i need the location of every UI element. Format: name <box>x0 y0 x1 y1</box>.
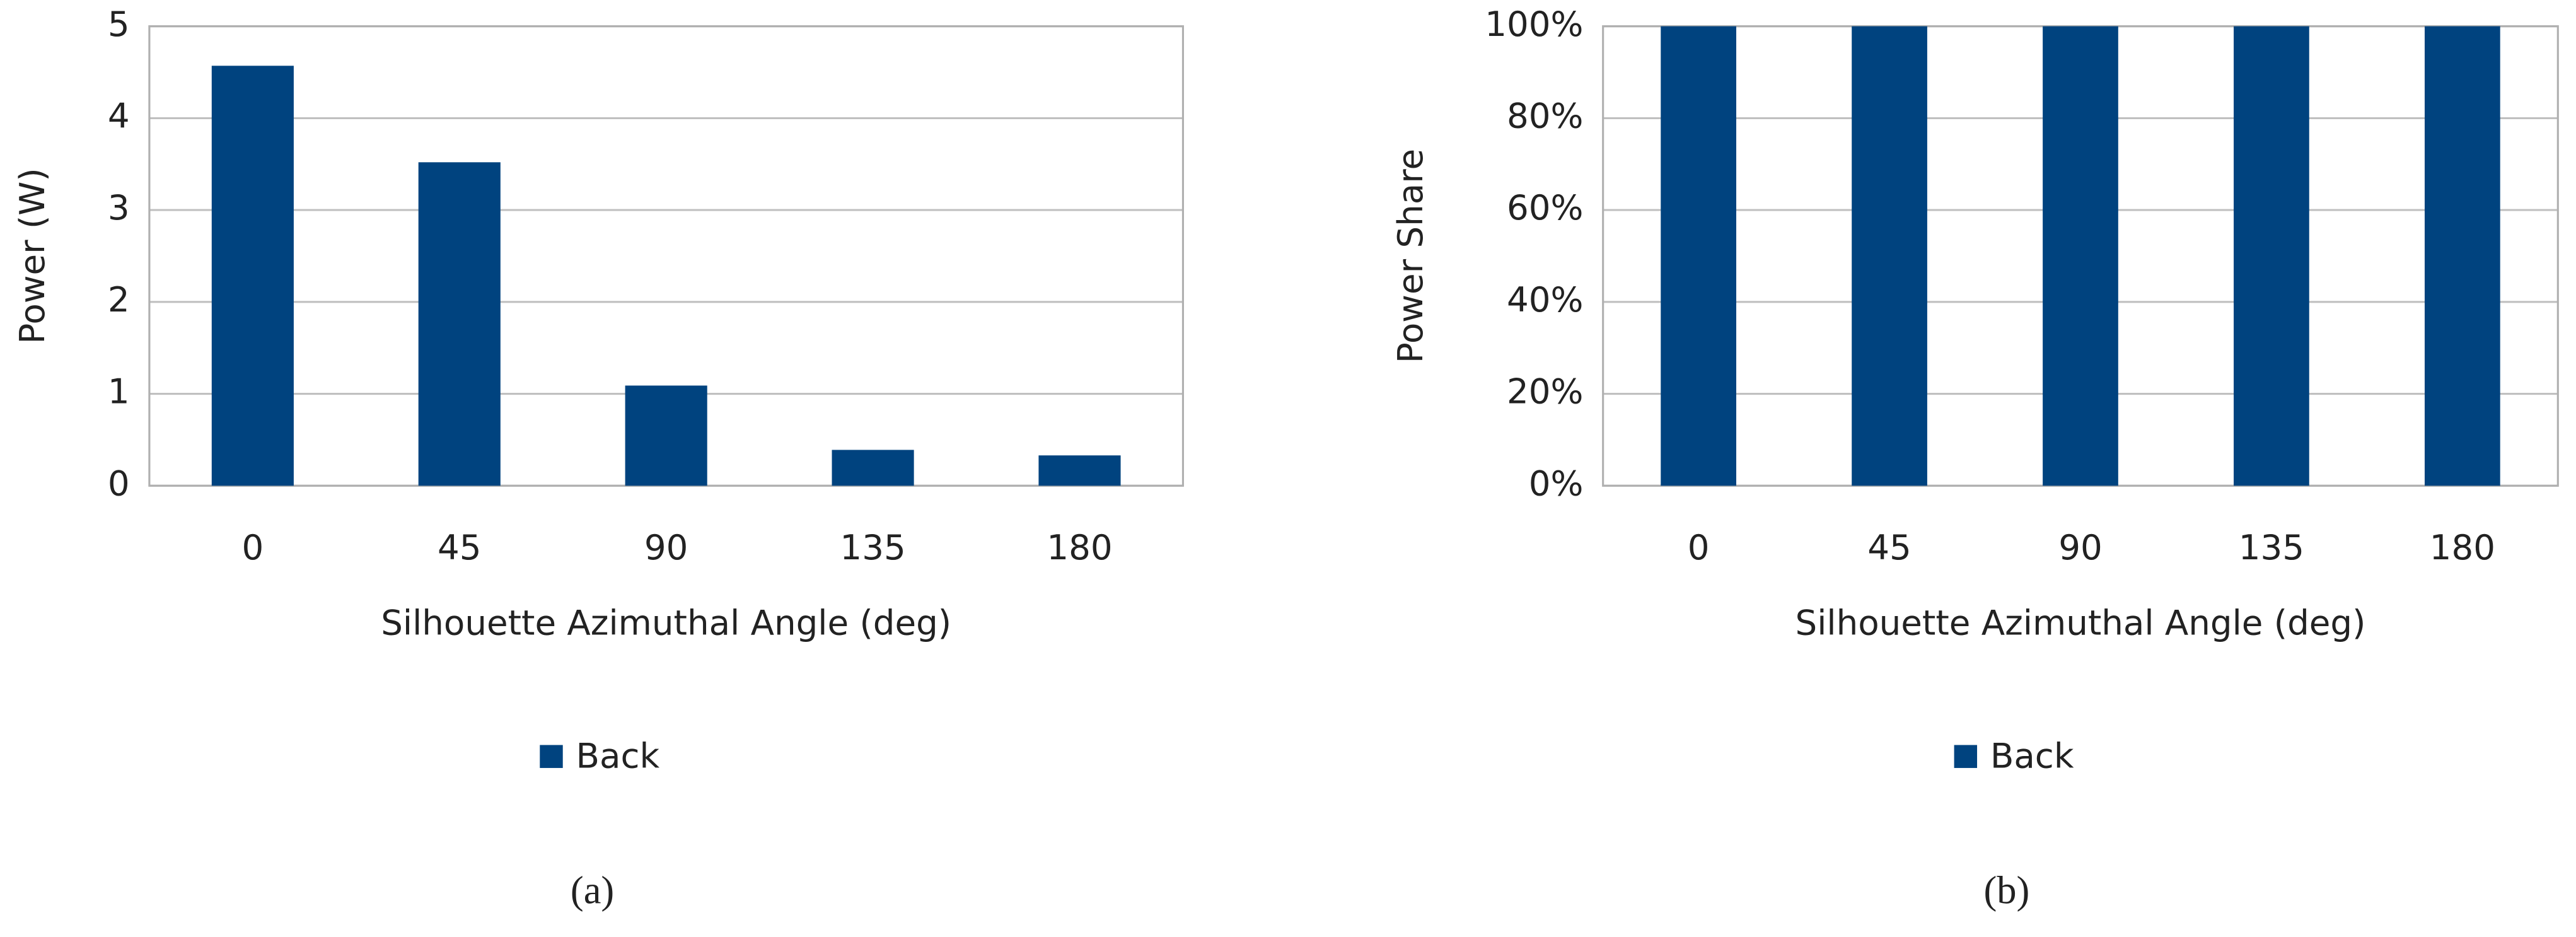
x-tick-label: 45 <box>438 527 482 567</box>
x-tick-label: 0 <box>1688 527 1710 567</box>
bar <box>2234 26 2309 486</box>
x-tick-label: 135 <box>2239 527 2304 567</box>
y-axis-title: Power (W) <box>12 168 52 344</box>
legend-label: Back <box>1990 735 2074 776</box>
legend-label: Back <box>576 735 660 776</box>
bar <box>418 162 501 486</box>
bar <box>211 66 294 486</box>
bar <box>1038 455 1121 486</box>
x-tick-label: 0 <box>241 527 264 567</box>
bar <box>2043 26 2118 486</box>
y-tick-label: 80% <box>1507 96 1583 136</box>
panel-label: (b) <box>1983 868 2029 912</box>
bar <box>1852 26 1927 486</box>
bar <box>832 450 914 486</box>
y-tick-label: 3 <box>108 187 130 228</box>
legend-swatch <box>540 745 563 768</box>
y-axis-title: Power Share <box>1390 149 1430 363</box>
panel-label: (a) <box>571 868 614 912</box>
bar <box>625 385 707 486</box>
x-axis-title: Silhouette Azimuthal Angle (deg) <box>1796 603 2366 643</box>
x-tick-label: 45 <box>1867 527 1912 567</box>
y-tick-label: 5 <box>108 4 130 44</box>
y-tick-label: 100% <box>1485 4 1583 44</box>
y-tick-label: 20% <box>1507 371 1583 412</box>
x-tick-label: 90 <box>644 527 688 567</box>
bar <box>1661 26 1736 486</box>
y-tick-label: 1 <box>108 371 130 412</box>
y-tick-label: 4 <box>108 96 130 136</box>
x-tick-label: 180 <box>1047 527 1112 567</box>
x-tick-label: 90 <box>2058 527 2103 567</box>
y-tick-label: 0% <box>1529 463 1584 503</box>
bar <box>2424 26 2500 486</box>
x-tick-label: 135 <box>840 527 905 567</box>
legend-swatch <box>1954 745 1978 768</box>
y-tick-label: 60% <box>1507 187 1583 228</box>
x-axis-title: Silhouette Azimuthal Angle (deg) <box>381 603 951 643</box>
y-tick-label: 2 <box>108 279 130 320</box>
y-tick-label: 0 <box>108 463 130 503</box>
y-tick-label: 40% <box>1507 279 1583 320</box>
x-tick-label: 180 <box>2430 527 2495 567</box>
